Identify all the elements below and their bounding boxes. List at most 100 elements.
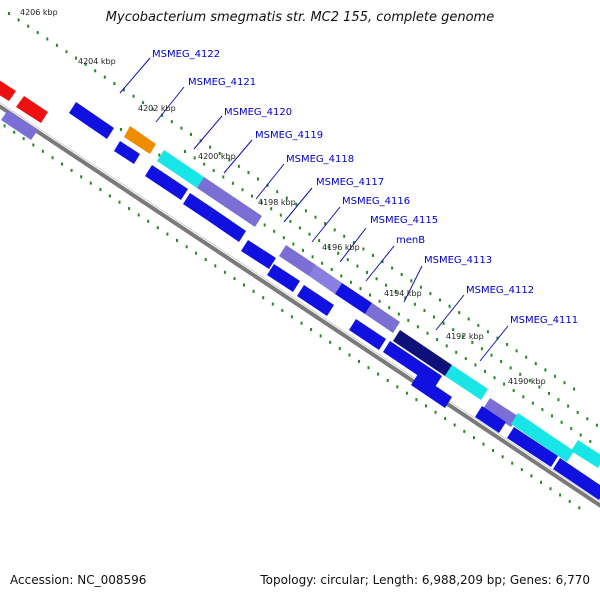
tick-dot bbox=[568, 499, 571, 503]
tick-dot bbox=[103, 75, 106, 79]
gene-cyan-edge[interactable] bbox=[571, 440, 600, 468]
gene-blue-menB[interactable] bbox=[335, 283, 372, 314]
gene-label[interactable]: MSMEG_4120 bbox=[224, 107, 292, 118]
gene-label[interactable]: MSMEG_4117 bbox=[316, 177, 384, 188]
gene-blue-row4-b[interactable] bbox=[507, 427, 558, 467]
gene-blue-row2-b[interactable] bbox=[183, 193, 214, 220]
tick-dot bbox=[223, 270, 226, 274]
tick-dot bbox=[282, 236, 285, 240]
tick-dot bbox=[132, 94, 135, 98]
tick-dot bbox=[195, 251, 198, 255]
gene-label[interactable]: MSMEG_4119 bbox=[255, 130, 323, 141]
tick-dot bbox=[228, 158, 231, 162]
tick-dot bbox=[308, 232, 311, 236]
accession-label: Accession: NC_008596 bbox=[10, 573, 147, 587]
tick-dot bbox=[570, 427, 573, 431]
tick-dot bbox=[359, 287, 362, 291]
gene-label[interactable]: MSMEG_4113 bbox=[424, 255, 492, 266]
tick-dot bbox=[161, 113, 164, 117]
tick-dot bbox=[519, 372, 522, 376]
tick-dot bbox=[415, 398, 418, 402]
gene-cyan-4120[interactable] bbox=[157, 150, 204, 188]
gene-navy-4113[interactable] bbox=[393, 330, 452, 376]
tick-label: 4200 kbp bbox=[198, 152, 236, 161]
tick-dot bbox=[482, 442, 485, 446]
gene-blue-small[interactable] bbox=[114, 141, 140, 164]
tick-dot bbox=[531, 401, 534, 405]
gene-blue-row3-b[interactable] bbox=[297, 285, 334, 316]
tick-dot bbox=[32, 143, 35, 147]
tick-dot bbox=[3, 124, 6, 128]
gene-blue-row2-a[interactable] bbox=[145, 165, 188, 200]
tick-dot bbox=[544, 368, 547, 372]
tick-dot bbox=[120, 128, 122, 131]
gene-blue-row3-d[interactable] bbox=[383, 341, 442, 387]
tick-dot bbox=[560, 420, 563, 424]
gene-red-2[interactable] bbox=[16, 96, 48, 123]
tick-dot bbox=[70, 168, 73, 172]
tick-dot bbox=[302, 248, 304, 252]
tick-dot bbox=[22, 137, 25, 141]
tick-dot bbox=[260, 200, 263, 204]
tick-dot bbox=[463, 429, 466, 433]
tick-dot bbox=[251, 194, 253, 198]
gene-purple-4115[interactable] bbox=[365, 303, 400, 333]
gene-label[interactable]: MSMEG_4118 bbox=[286, 154, 354, 165]
gene-blue-4122[interactable] bbox=[69, 102, 114, 139]
gene-blue-row4-a[interactable] bbox=[475, 406, 506, 433]
tick-dot bbox=[503, 382, 506, 386]
tick-dot bbox=[318, 239, 321, 243]
gene-label[interactable]: menB bbox=[396, 235, 425, 246]
gene-cyan-right[interactable] bbox=[511, 413, 574, 462]
tick-dot bbox=[388, 306, 391, 310]
tick-dot bbox=[426, 331, 429, 335]
tick-dot bbox=[324, 222, 327, 225]
tick-dot bbox=[442, 321, 445, 325]
tick-dot bbox=[559, 493, 562, 497]
tick-dot bbox=[501, 455, 504, 459]
tick-dot bbox=[270, 207, 273, 211]
gene-label[interactable]: MSMEG_4112 bbox=[466, 285, 534, 296]
tick-dot bbox=[474, 363, 477, 367]
tick-dot bbox=[151, 107, 154, 111]
gene-blue-row3-e[interactable] bbox=[411, 374, 452, 408]
gene-cyan-4112[interactable] bbox=[445, 365, 488, 400]
tick-dot bbox=[493, 376, 496, 380]
gene-label[interactable]: MSMEG_4115 bbox=[370, 215, 438, 226]
gene-blue-row3-a[interactable] bbox=[267, 264, 300, 292]
tick-dot bbox=[212, 169, 215, 173]
gene-label[interactable]: MSMEG_4111 bbox=[510, 315, 578, 326]
tick-dot bbox=[506, 343, 509, 346]
tick-dot bbox=[391, 266, 394, 270]
tick-dot bbox=[233, 277, 236, 281]
tick-dot bbox=[193, 156, 196, 160]
tick-dot bbox=[237, 164, 240, 168]
tick-dot bbox=[243, 283, 245, 287]
gene-orange-4121[interactable] bbox=[124, 126, 156, 154]
tick-dot bbox=[343, 234, 346, 238]
gene-label[interactable]: MSMEG_4121 bbox=[188, 77, 256, 88]
gene-purple-4117[interactable] bbox=[279, 245, 316, 276]
gene-blue-row3-c[interactable] bbox=[349, 319, 386, 350]
gene-label[interactable]: MSMEG_4122 bbox=[152, 49, 220, 60]
tick-dot bbox=[563, 381, 566, 385]
gene-purple-4116[interactable] bbox=[309, 265, 342, 294]
gene-blue-row4-c[interactable] bbox=[553, 458, 600, 500]
tick-dot bbox=[298, 226, 301, 230]
gene-blue-row2-c[interactable] bbox=[207, 209, 246, 242]
gene-purple-4111[interactable] bbox=[483, 398, 518, 427]
gene-label[interactable]: MSMEG_4116 bbox=[342, 196, 410, 207]
gene-purple-left[interactable] bbox=[1, 110, 38, 140]
gene-red-1[interactable] bbox=[0, 78, 16, 101]
tick-dot bbox=[567, 404, 570, 408]
tick-dot bbox=[434, 410, 437, 414]
tick-dot bbox=[381, 260, 384, 264]
tick-dot bbox=[300, 321, 303, 325]
tick-dot bbox=[285, 196, 288, 200]
tick-dot bbox=[314, 215, 317, 219]
gene-blue-row2-d[interactable] bbox=[241, 240, 276, 269]
gene-purple-4119[interactable] bbox=[197, 177, 262, 227]
tick-label: 4190 kbp bbox=[508, 377, 546, 386]
tick-dot bbox=[310, 328, 313, 331]
tick-dot bbox=[290, 315, 293, 319]
